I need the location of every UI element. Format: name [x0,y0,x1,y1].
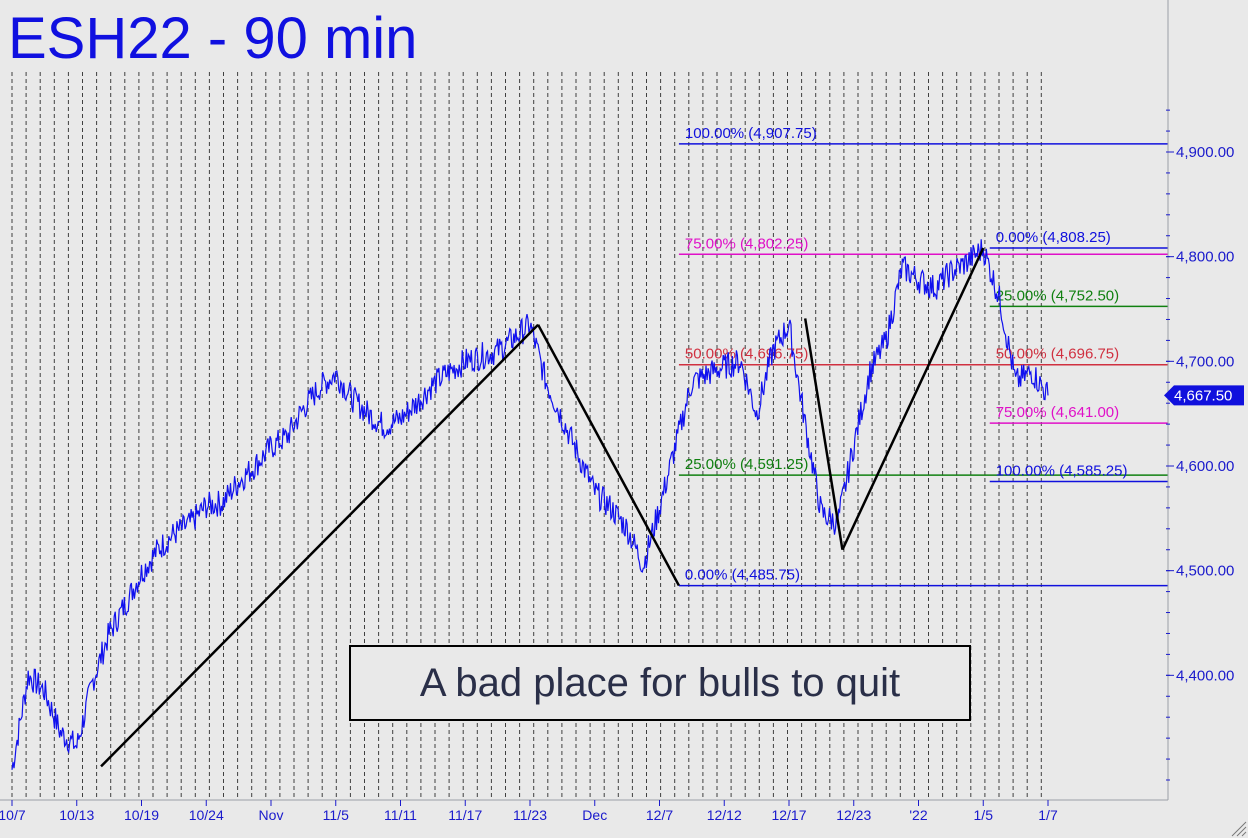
last-price-label: 4,667.50 [1174,387,1232,404]
swing-line [100,323,539,768]
fib-level-label: 50.00% (4,696.75) [996,346,1119,363]
grid-lines [11,72,1042,800]
y-tick-label: 4,600.00 [1176,458,1234,475]
annotation-text: A bad place for bulls to quit [420,661,900,705]
x-axis-ticks: 10/7 10/13 10/19 10/24 Nov 11/5 11/11 11/17 11/2… [0,800,1058,823]
fib-level-label: 100.00% (4,907.75) [685,125,817,142]
x-tick-label: 12/23 [836,807,871,823]
x-tick-label: 12/7 [646,807,673,823]
fib-level-label: 75.00% (4,641.00) [996,404,1119,421]
x-tick-label: 10/7 [0,807,26,823]
y-tick-label: 4,900.00 [1176,144,1234,161]
swing-line [536,324,681,587]
fib-level-label: 50.00% (4,696.75) [685,346,808,363]
x-tick-label: 12/17 [771,807,806,823]
x-tick-label: 11/17 [448,807,482,823]
fibonacci-levels: 100.00% (4,907.75) 75.00% (4,802.25) 50.00… [678,125,1168,587]
price-series [11,239,1049,770]
x-tick-label: '22 [909,807,927,823]
x-tick-label: Nov [259,807,284,823]
x-tick-label: 11/23 [513,807,547,823]
y-axis-ticks: 4,900.00 4,800.00 4,700.00 4,600.00 4,500.00… [1166,109,1234,781]
chart-title: ESH22 - 90 min [8,6,417,71]
annotation-box [349,645,971,721]
fib-level-label: 0.00% (4,485.75) [685,567,800,584]
last-price-marker: 4,667.50 [1164,385,1244,406]
fib-level-label: 25.00% (4,591.25) [685,456,808,473]
resize-grip-icon[interactable] [1231,821,1247,837]
x-tick-label: 10/24 [189,807,224,823]
fib-level-label: 100.00% (4,585.25) [996,462,1128,479]
y-tick-label: 4,400.00 [1176,667,1234,684]
y-tick-label: 4,500.00 [1176,563,1234,580]
x-tick-label: 10/13 [59,807,94,823]
axes [0,0,1169,801]
fib-level-label: 75.00% (4,802.25) [685,235,808,252]
last-price-flag [1164,385,1244,406]
swing-line [841,247,985,551]
x-tick-label: 1/5 [974,807,994,823]
x-tick-label: 12/12 [707,807,742,823]
x-tick-label: 11/11 [384,807,417,823]
price-line [11,239,1049,770]
swing-lines [100,247,985,768]
x-tick-label: 1/7 [1038,807,1058,823]
x-tick-label: 10/19 [124,807,159,823]
y-tick-label: 4,700.00 [1176,353,1234,370]
fib-level-label: 25.00% (4,752.50) [996,287,1119,304]
x-tick-label: 11/5 [323,807,349,823]
fib-level-label: 0.00% (4,808.25) [996,229,1111,246]
swing-line [803,318,844,550]
x-tick-label: Dec [582,807,607,823]
y-tick-label: 4,800.00 [1176,249,1234,266]
